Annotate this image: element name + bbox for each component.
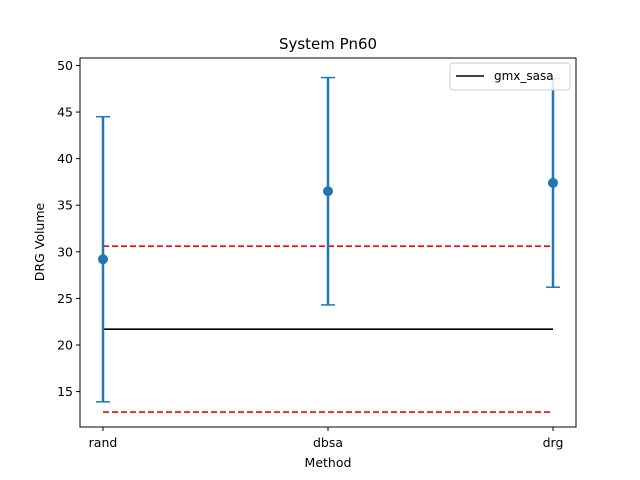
legend-box xyxy=(449,62,571,91)
data-point xyxy=(323,186,333,197)
x-tick-label: rand xyxy=(89,435,118,450)
y-tick-label: 45 xyxy=(57,105,73,120)
data-point xyxy=(98,254,108,265)
x-axis-label: Method xyxy=(305,455,352,470)
data-point xyxy=(548,177,558,188)
y-tick-label: 25 xyxy=(57,291,73,306)
y-tick-label: 20 xyxy=(57,338,73,353)
plot-area: 15 20 25 30 35 40 45 50 rand dbsa drg xyxy=(57,58,563,450)
y-axis-label: DRG Volume xyxy=(32,202,47,281)
chart-title: System Pn60 xyxy=(279,35,377,53)
x-tick-label: drg xyxy=(543,435,564,450)
y-tick-label: 15 xyxy=(57,384,73,399)
y-tick-label: 50 xyxy=(57,58,73,73)
y-tick-label: 30 xyxy=(57,244,73,259)
x-tick-label: dbsa xyxy=(313,435,343,450)
axes-frame xyxy=(79,57,577,428)
y-tick-label: 40 xyxy=(57,151,73,166)
legend-label: gmx_sasa xyxy=(494,69,554,83)
legend: gmx_sasa xyxy=(449,62,571,91)
y-tick-label: 35 xyxy=(57,198,73,213)
